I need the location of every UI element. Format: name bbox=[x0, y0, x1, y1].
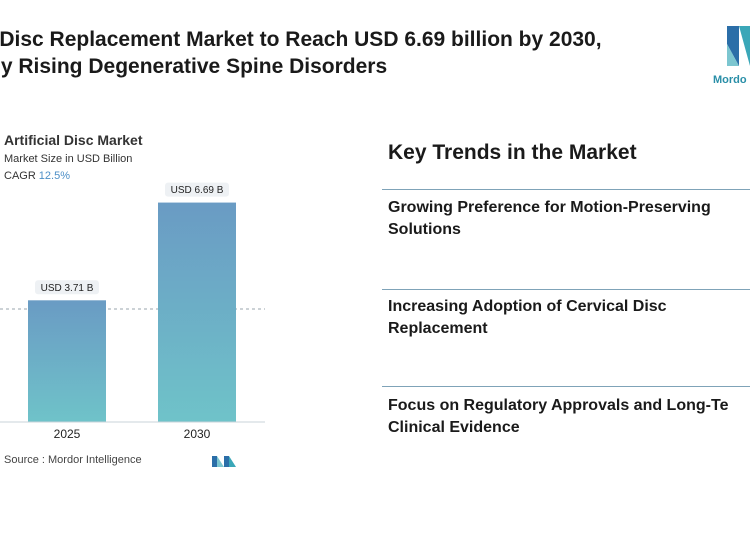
headline-line-2: by Rising Degenerative Spine Disorders bbox=[0, 55, 388, 78]
value-label: USD 6.69 B bbox=[171, 185, 224, 196]
trend-item-line-2: Solutions bbox=[388, 221, 461, 238]
trend-item: Increasing Adoption of Cervical Disc Rep… bbox=[388, 296, 750, 340]
trend-item-line-1: Growing Preference for Motion-Preserving bbox=[388, 199, 711, 216]
logo-text: Mordo bbox=[713, 74, 747, 86]
trend-divider bbox=[382, 289, 750, 290]
trend-item-line-2: Replacement bbox=[388, 320, 488, 337]
mordor-logo: Mordo bbox=[713, 22, 750, 92]
x-tick-label: 2030 bbox=[184, 427, 211, 441]
chart-panel: USD 3.71 B 2025 USD 6.69 B 2030 Artificial … bbox=[0, 130, 300, 490]
trend-item-line-1: Focus on Regulatory Approvals and Long-T… bbox=[388, 397, 729, 414]
trend-divider bbox=[382, 386, 750, 387]
trend-item: Focus on Regulatory Approvals and Long-T… bbox=[388, 395, 750, 439]
trend-divider bbox=[382, 189, 750, 190]
key-trends-title: Key Trends in the Market bbox=[388, 141, 637, 164]
value-label-bg bbox=[35, 280, 99, 295]
value-label: USD 3.71 B bbox=[41, 283, 94, 294]
source-note: Source : Mordor Intelligence bbox=[4, 454, 142, 466]
x-tick-label: 2025 bbox=[54, 427, 81, 441]
mordor-logo-icon bbox=[727, 26, 750, 66]
bar-2025 bbox=[28, 300, 106, 422]
chart-subtitle: Market Size in USD Billion bbox=[4, 153, 133, 165]
trend-item-line-2: Clinical Evidence bbox=[388, 419, 520, 436]
headline-line-1: al Disc Replacement Market to Reach USD … bbox=[0, 28, 602, 51]
cagr-label: CAGR 12.5% bbox=[4, 170, 70, 182]
cagr-value: 12.5% bbox=[38, 170, 70, 182]
bar-chart: USD 3.71 B 2025 USD 6.69 B 2030 bbox=[0, 182, 265, 441]
chart-title: Artificial Disc Market bbox=[4, 132, 143, 148]
trend-item: Growing Preference for Motion-Preserving… bbox=[388, 197, 750, 241]
headline: al Disc Replacement Market to Reach USD … bbox=[0, 26, 680, 80]
cagr-text: CAGR bbox=[4, 170, 36, 182]
bar-2030 bbox=[158, 202, 236, 422]
trend-item-line-1: Increasing Adoption of Cervical Disc bbox=[388, 298, 667, 315]
small-mordor-logo-icon bbox=[212, 456, 236, 467]
value-label-bg bbox=[165, 182, 229, 197]
